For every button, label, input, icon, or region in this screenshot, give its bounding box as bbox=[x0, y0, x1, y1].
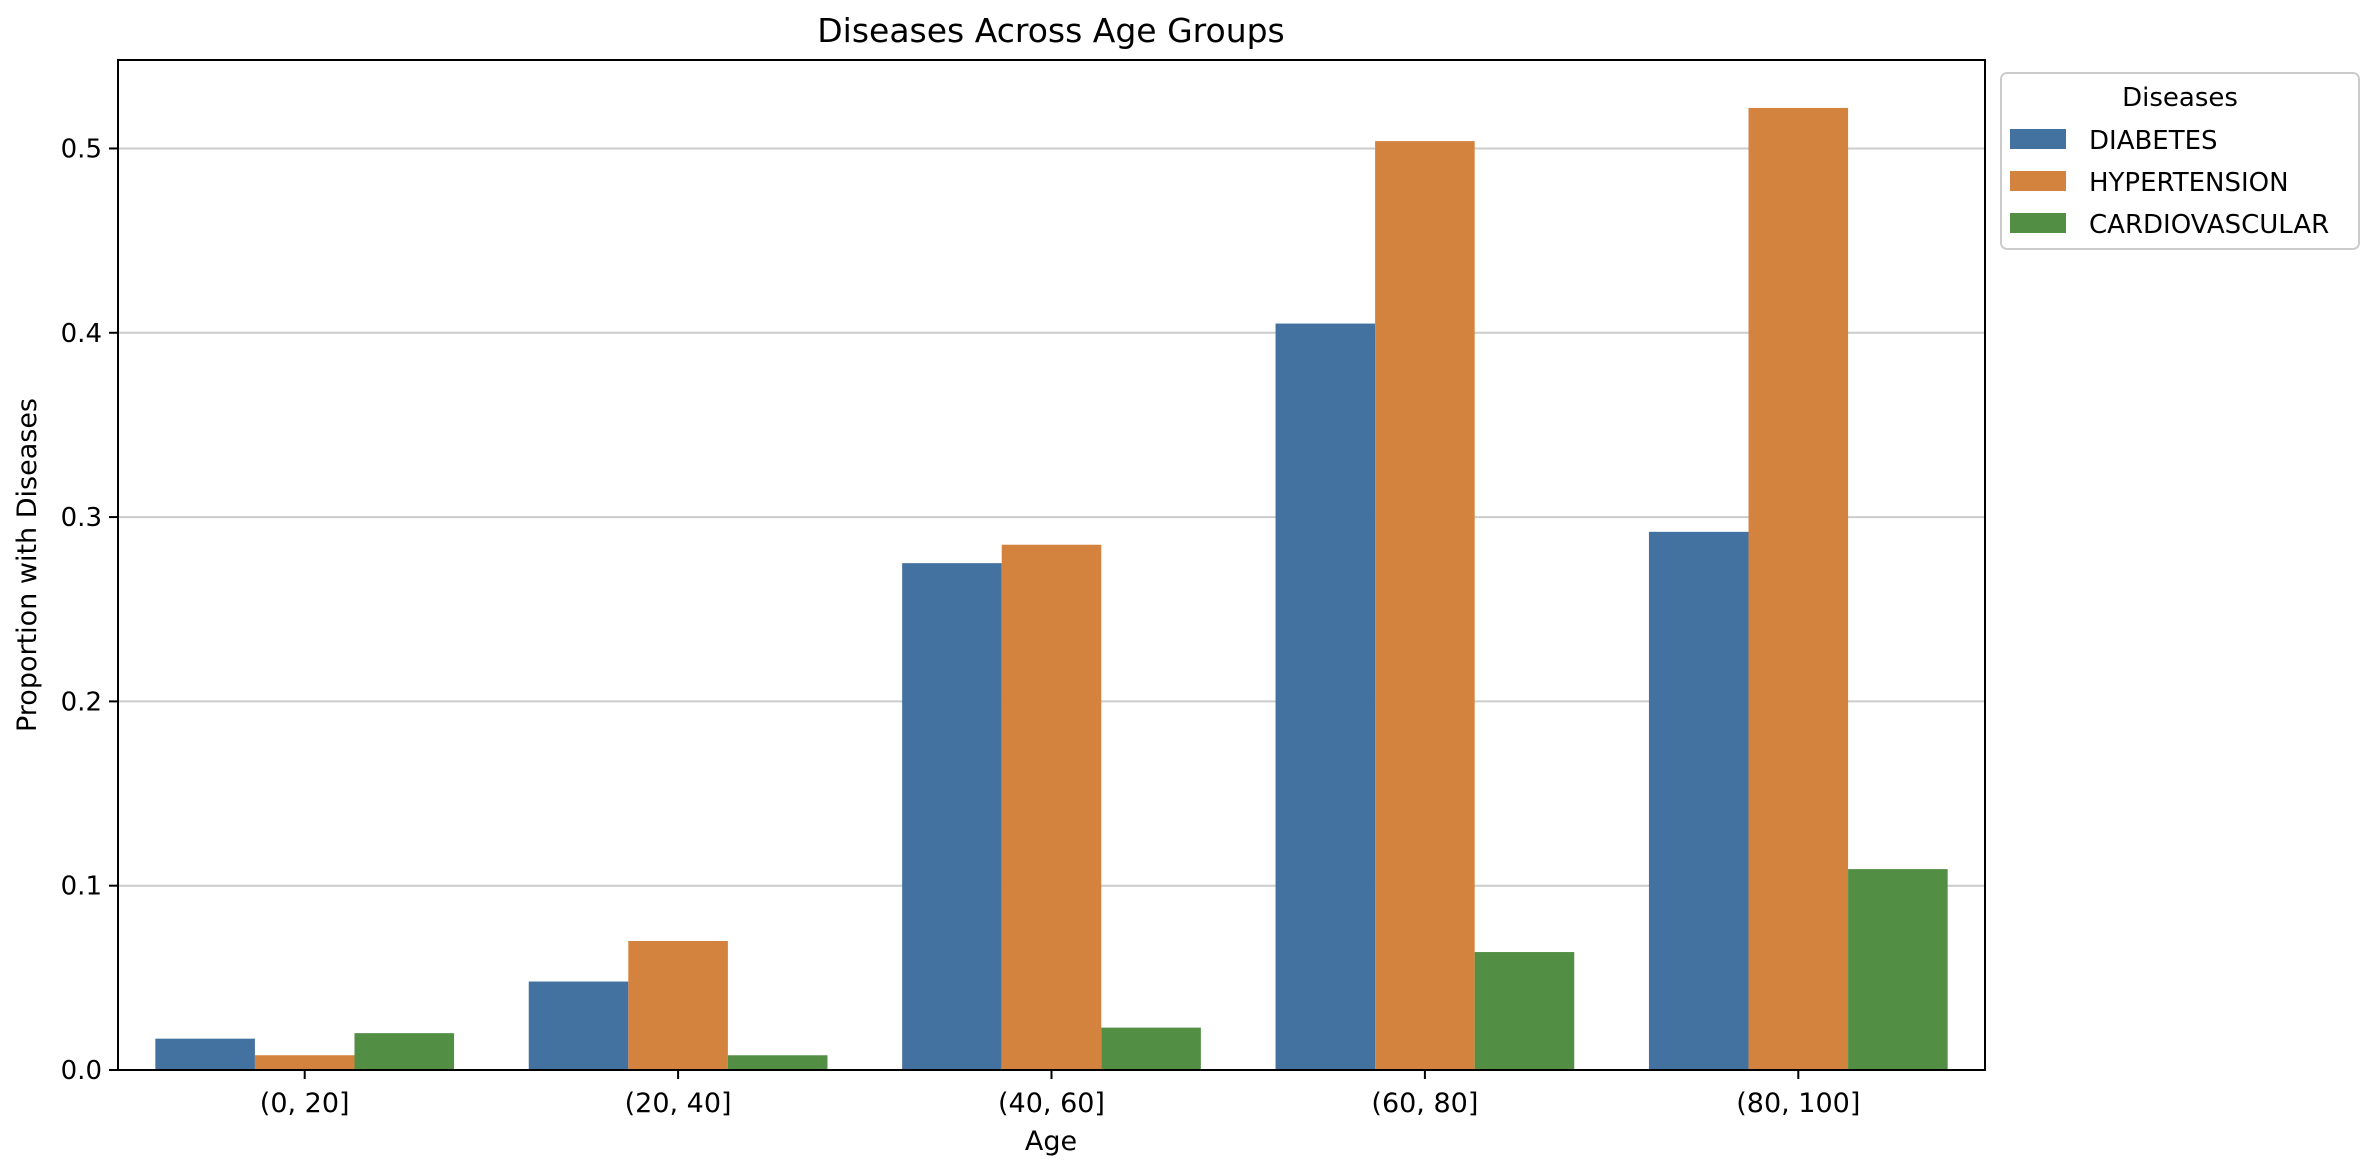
legend-swatch bbox=[2010, 129, 2066, 149]
x-tick-label: (20, 40] bbox=[625, 1088, 732, 1119]
y-tick-label: 0.1 bbox=[61, 872, 102, 902]
x-tick-label: (0, 20] bbox=[260, 1088, 350, 1119]
y-tick-label: 0.2 bbox=[61, 687, 102, 717]
legend-swatch bbox=[2010, 171, 2066, 191]
bar-cardiovascular bbox=[1474, 952, 1575, 1070]
chart-title: Diseases Across Age Groups bbox=[817, 11, 1285, 50]
x-axis-label: Age bbox=[1025, 1126, 1077, 1157]
legend-label: HYPERTENSION bbox=[2089, 168, 2289, 198]
x-tick-label: (40, 60] bbox=[998, 1088, 1105, 1119]
bar-diabetes bbox=[1648, 531, 1749, 1070]
bar-cardiovascular bbox=[1101, 1027, 1201, 1070]
x-tick-label: (80, 100] bbox=[1736, 1088, 1860, 1119]
bar-hypertension bbox=[1375, 141, 1475, 1070]
legend-label: CARDIOVASCULAR bbox=[2089, 210, 2329, 240]
bar-cardiovascular bbox=[1848, 869, 1948, 1070]
bar-hypertension bbox=[254, 1055, 355, 1070]
legend-label: DIABETES bbox=[2089, 126, 2218, 156]
bar-cardiovascular bbox=[354, 1033, 455, 1070]
y-tick-label: 0.3 bbox=[61, 503, 102, 533]
bar-diabetes bbox=[155, 1038, 255, 1070]
bar-hypertension bbox=[1748, 107, 1849, 1071]
bar-diabetes bbox=[528, 981, 629, 1070]
x-axis-ticks: (0, 20] (20, 40] (40, 60] (60, 80] (80, 100] bbox=[260, 1070, 1860, 1119]
bar-diabetes bbox=[1275, 323, 1376, 1071]
bar-diabetes bbox=[902, 563, 1002, 1070]
x-tick-label: (60, 80] bbox=[1371, 1088, 1478, 1119]
legend-title: Diseases bbox=[2122, 83, 2238, 113]
bar-hypertension bbox=[628, 940, 728, 1070]
legend-box bbox=[2000, 72, 2360, 250]
legend-entries: DIABETES HYPERTENSION CARDIOVASCULAR bbox=[2010, 126, 2329, 240]
y-axis-ticks: 0.0 0.1 0.2 0.3 0.4 0.5 bbox=[61, 134, 118, 1086]
bar-hypertension bbox=[1001, 544, 1102, 1070]
legend: Diseases DIABETES HYPERTENSION CARDIOVASCU… bbox=[2000, 72, 2360, 250]
y-axis-label: Proportion with Diseases bbox=[12, 398, 43, 732]
bars bbox=[155, 107, 1948, 1071]
y-tick-label: 0.4 bbox=[61, 319, 102, 349]
y-tick-label: 0.5 bbox=[61, 134, 102, 164]
legend-swatch bbox=[2010, 213, 2066, 233]
y-tick-label: 0.0 bbox=[61, 1056, 102, 1086]
bar-cardiovascular bbox=[727, 1055, 828, 1070]
